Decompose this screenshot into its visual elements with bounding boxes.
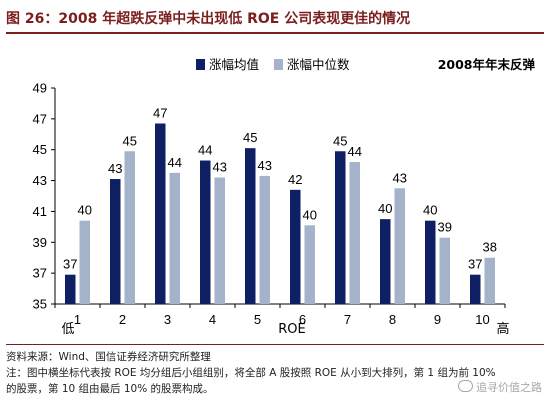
bar-median <box>439 237 450 304</box>
bar-median <box>169 172 180 304</box>
x-low-label: 低 <box>61 322 74 337</box>
x-tick-label: 5 <box>254 312 261 327</box>
data-label-median: 39 <box>438 220 452 235</box>
y-tick-label: 37 <box>33 266 47 281</box>
bar-median <box>214 177 225 304</box>
bar-median <box>304 225 315 304</box>
data-label-median: 45 <box>123 133 137 148</box>
x-tick-label: 4 <box>209 312 216 327</box>
bar-mean <box>425 220 436 304</box>
x-tick-label: 3 <box>164 312 171 327</box>
data-label-mean: 47 <box>153 105 167 120</box>
y-tick-label: 35 <box>33 297 47 312</box>
source-note: 资料来源：Wind、国信证券经济研究所整理 <box>6 351 211 363</box>
data-label-mean: 44 <box>198 143 212 158</box>
x-high-label: 高 <box>496 321 509 337</box>
y-tick-label: 41 <box>33 204 47 219</box>
data-label-mean: 37 <box>468 257 482 272</box>
chart-title: 2008年年末反弹 <box>438 57 536 72</box>
wechat-icon <box>458 380 473 392</box>
legend-label-median: 涨幅中位数 <box>287 57 350 72</box>
x-tick-label: 2 <box>119 312 126 327</box>
bar-median <box>349 162 360 304</box>
y-tick-label: 39 <box>33 235 47 250</box>
x-tick-label: 1 <box>74 312 81 327</box>
bar-median <box>259 175 270 304</box>
footnote-line-2: 的股票，第 10 组由最后 10% 的股票构成。 <box>6 383 214 395</box>
data-label-median: 40 <box>303 207 317 222</box>
legend-label-mean: 涨幅均值 <box>209 57 259 72</box>
bar-median <box>124 151 135 304</box>
x-tick-label: 9 <box>434 312 441 327</box>
bar-median <box>394 188 405 304</box>
plot-area: 3537394143454749137402434534744444435454… <box>33 81 506 327</box>
bar-median <box>79 220 90 304</box>
x-tick-label: 7 <box>344 312 351 327</box>
legend: 涨幅均值 涨幅中位数 <box>196 57 350 72</box>
bar-chart: 涨幅均值 涨幅中位数 2008年年末反弹 3537394143454749137… <box>33 57 536 337</box>
bar-mean <box>245 148 256 304</box>
bar-median <box>484 257 495 304</box>
data-label-mean: 37 <box>63 257 77 272</box>
x-tick-label: 6 <box>299 312 306 327</box>
title-divider <box>6 32 544 34</box>
data-label-median: 43 <box>393 170 407 185</box>
y-tick-label: 47 <box>33 111 47 126</box>
legend-swatch-mean <box>196 59 205 70</box>
data-label-mean: 43 <box>108 161 122 176</box>
data-label-median: 44 <box>348 144 362 159</box>
figure-title: 图 26：2008 年超跌反弹中未出现低 ROE 公司表现更佳的情况 <box>6 11 411 27</box>
y-tick-label: 43 <box>33 173 47 188</box>
data-label-mean: 40 <box>378 201 392 216</box>
notes-divider <box>6 344 544 345</box>
data-label-median: 43 <box>258 158 272 173</box>
x-axis-title: ROE <box>278 322 305 337</box>
x-tick-label: 8 <box>389 312 396 327</box>
footnote-line-1: 注：图中横坐标代表按 ROE 均分组后小组组别，将全部 A 股按照 ROE 从小… <box>6 367 496 379</box>
data-label-median: 40 <box>78 203 92 218</box>
watermark: 追寻价值之路 <box>458 379 542 395</box>
y-tick-label: 45 <box>33 142 47 157</box>
bar-mean <box>155 123 166 304</box>
data-label-median: 43 <box>213 159 227 174</box>
legend-swatch-median <box>274 59 283 70</box>
data-label-mean: 45 <box>333 133 347 148</box>
bar-mean <box>335 151 346 304</box>
x-tick-label: 10 <box>475 312 489 327</box>
bar-mean <box>470 274 481 304</box>
data-label-median: 38 <box>483 240 497 255</box>
bar-mean <box>380 219 391 304</box>
data-label-mean: 42 <box>288 172 302 187</box>
data-label-median: 44 <box>168 155 182 170</box>
data-label-mean: 40 <box>423 203 437 218</box>
watermark-text: 追寻价值之路 <box>476 381 542 394</box>
bar-mean <box>110 179 121 304</box>
bar-mean <box>65 274 76 304</box>
bar-mean <box>200 160 211 304</box>
data-label-mean: 45 <box>243 130 257 145</box>
notes: 资料来源：Wind、国信证券经济研究所整理 注：图中横坐标代表按 ROE 均分组… <box>6 349 546 397</box>
y-tick-label: 49 <box>33 81 47 96</box>
bar-mean <box>290 189 301 304</box>
